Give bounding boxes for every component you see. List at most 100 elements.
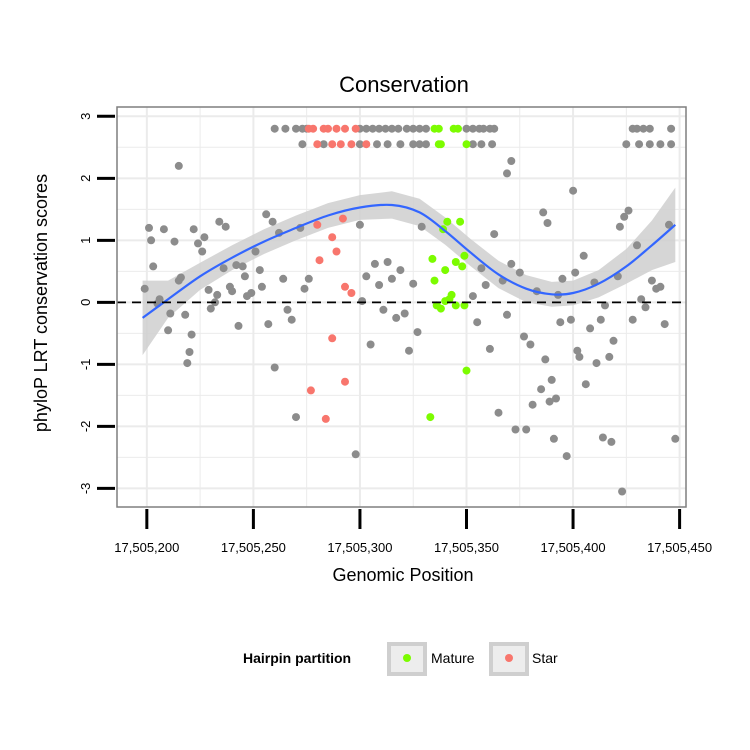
data-point-other [383,258,392,266]
data-point-other [215,217,224,226]
x-tick-label: 17,505,450 [647,540,712,555]
data-point-other [270,363,279,372]
data-point-other [251,247,260,256]
data-point-other [402,124,411,133]
data-point-other [609,336,618,345]
data-point-other [147,236,156,245]
data-point-other [605,352,614,361]
x-tick-label: 17,505,250 [221,540,286,555]
data-point-star [324,124,332,133]
data-point-other [159,225,168,234]
data-point-other [292,124,300,133]
data-point-other [477,264,486,273]
data-point-other [481,281,490,289]
data-point-other [494,408,503,417]
data-point-other [607,437,616,446]
legend-key-star [505,654,513,662]
data-point-other [539,208,548,217]
data-point-other [545,397,554,406]
data-point-other [660,320,669,329]
axes: 17,505,200 17,505,250 17,505,300 17,505,350… [78,106,712,555]
data-point-other [598,433,607,442]
data-point-other [387,274,396,283]
data-point-other [383,140,392,149]
data-point-other [228,287,237,296]
grid-lines [117,107,686,507]
data-point-other [283,305,292,314]
data-point-mature [430,276,439,285]
data-point-other [381,124,390,133]
data-point-star [306,386,315,395]
legend-key-star-box [489,642,529,676]
data-point-other [213,290,222,299]
data-point-other [635,140,644,149]
data-point-star [341,282,349,291]
data-point-other [622,140,631,149]
y-tick-label: -1 [78,359,93,371]
data-point-other [485,344,494,353]
data-point-star [338,214,347,223]
data-point-other [558,274,567,283]
data-point-other [166,309,175,318]
data-point-other [507,157,516,165]
data-point-mature [426,413,435,422]
data-point-other [400,309,409,318]
y-axis-title: phyloP LRT conservation scores [31,174,51,432]
data-point-star [309,124,318,133]
data-point-other [547,375,556,384]
data-point-other [620,212,629,221]
data-point-mature [462,366,471,375]
data-point-other [375,124,384,133]
data-point-other [468,292,477,301]
data-point-other [417,222,426,231]
data-points [140,124,680,496]
data-point-other [596,315,605,324]
data-point-other [552,394,560,403]
data-point-other [633,124,641,133]
data-point-other [355,220,364,229]
data-point-other [490,124,499,133]
data-point-other [628,315,637,324]
data-point-mature [462,140,471,149]
y-tick-label: -2 [78,421,93,433]
y-tick-label: 3 [78,113,93,120]
data-point-other [362,124,371,133]
data-point-other [204,285,213,294]
data-point-other [409,140,418,149]
data-point-other [232,261,241,270]
data-point-mature [436,304,445,313]
data-point-other [647,276,656,285]
data-point-other [206,304,215,313]
data-point-other [396,140,405,149]
data-point-other [615,222,624,231]
data-point-other [586,324,595,333]
data-point-other [528,400,537,409]
data-point-other [373,140,381,149]
data-point-other [187,330,196,339]
x-tick-label: 17,505,400 [541,540,606,555]
data-point-mature [434,124,443,133]
data-point-other [503,169,511,178]
data-point-mature [451,258,460,266]
data-point-other [503,310,511,319]
data-point-other [562,452,571,461]
data-point-other [490,230,499,239]
data-point-other [422,124,430,133]
y-tick-label: -3 [78,483,93,495]
data-point-other [264,320,273,329]
data-point-other [415,124,424,133]
legend-key-mature [403,654,411,662]
data-point-other [279,274,288,283]
data-point-other [281,124,290,133]
data-point-other [579,251,588,260]
y-tick-label: 2 [78,175,93,182]
data-point-other [240,272,249,281]
legend: Hairpin partition Mature Star [243,642,558,676]
data-point-other [645,140,654,149]
data-point-other [549,434,558,443]
data-point-other [396,266,405,275]
data-point-other [639,124,648,133]
data-point-other [234,321,243,330]
data-point-other [366,340,375,349]
plot-panel [117,107,686,507]
